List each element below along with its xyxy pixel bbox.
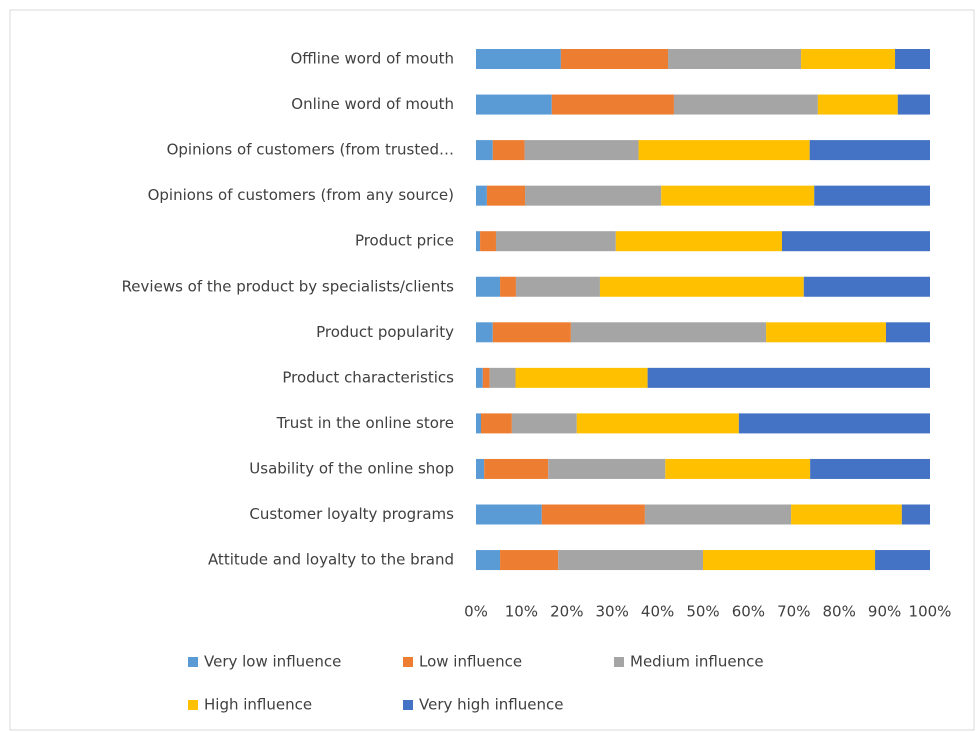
- y-tick-label: Product popularity: [316, 323, 454, 341]
- bar-segment: [901, 504, 930, 525]
- bar-segment: [791, 504, 902, 525]
- legend-label: Low influence: [419, 653, 522, 671]
- bar-segment: [480, 231, 496, 252]
- bar-segment: [817, 94, 898, 115]
- x-tick-label: 0%: [464, 603, 488, 621]
- bar-segment: [570, 322, 767, 343]
- x-tick-label: 80%: [823, 603, 856, 621]
- bar-segment: [703, 550, 876, 571]
- bar-segment: [525, 185, 662, 206]
- bar-segment: [476, 231, 481, 252]
- x-tick-label: 90%: [868, 603, 901, 621]
- bar-segment: [738, 413, 930, 434]
- bar-segment: [524, 140, 639, 161]
- bar-segment: [661, 185, 815, 206]
- legend-swatch: [614, 657, 624, 667]
- bar-segment: [500, 276, 516, 297]
- bar-segment: [801, 49, 896, 69]
- x-tick-label: 60%: [732, 603, 765, 621]
- bar-segment: [875, 550, 930, 571]
- bar-segment: [897, 94, 930, 115]
- bar-segment: [482, 367, 490, 388]
- x-tick-label: 40%: [641, 603, 674, 621]
- y-tick-label: Online word of mouth: [291, 95, 454, 113]
- bar-segment: [560, 49, 669, 69]
- bar-segment: [638, 140, 810, 161]
- bar-segment: [673, 94, 818, 115]
- bar-segment: [476, 504, 542, 525]
- legend-label: Medium influence: [630, 653, 764, 671]
- bar-segment: [476, 185, 487, 206]
- y-tick-label: Product price: [355, 232, 454, 250]
- y-tick-label: Product characteristics: [282, 368, 454, 386]
- x-tick-label: 70%: [777, 603, 810, 621]
- bar-segment: [476, 49, 561, 69]
- legend-swatch: [188, 700, 198, 710]
- bar-segment: [480, 413, 512, 434]
- bar-segment: [576, 413, 739, 434]
- legend-label: High influence: [204, 696, 312, 714]
- bar-segment: [665, 458, 811, 479]
- bar-segment: [489, 367, 516, 388]
- bar-segment: [668, 49, 802, 69]
- bar-segment: [644, 504, 792, 525]
- bar-segment: [492, 140, 525, 161]
- bar-segment: [809, 140, 930, 161]
- bar-segment: [599, 276, 804, 297]
- y-tick-label: Opinions of customers (from trusted…: [167, 141, 454, 159]
- legend-swatch: [403, 657, 413, 667]
- bar-segment: [515, 276, 600, 297]
- bar-segment: [615, 231, 782, 252]
- bar-segment: [476, 550, 501, 571]
- bar-segment: [476, 367, 483, 388]
- bar-segment: [486, 185, 526, 206]
- y-tick-label: Customer loyalty programs: [249, 505, 454, 523]
- bar-segment: [781, 231, 930, 252]
- bar-segment: [484, 458, 549, 479]
- x-tick-label: 30%: [596, 603, 629, 621]
- legend-swatch: [403, 700, 413, 710]
- bar-segment: [810, 458, 930, 479]
- y-tick-label: Trust in the online store: [276, 414, 454, 432]
- bar-segment: [511, 413, 577, 434]
- x-tick-label: 50%: [686, 603, 719, 621]
- y-tick-label: Offline word of mouth: [290, 50, 454, 68]
- bar-segment: [814, 185, 930, 206]
- y-tick-label: Reviews of the product by specialists/cl…: [122, 277, 455, 295]
- x-tick-label: 10%: [505, 603, 538, 621]
- x-tick-label: 100%: [909, 603, 952, 621]
- bar-segment: [541, 504, 645, 525]
- bar-segment: [548, 458, 666, 479]
- bar-segment: [647, 367, 930, 388]
- legend-label: Very low influence: [204, 653, 341, 671]
- bar-segment: [885, 322, 930, 343]
- bar-segment: [476, 413, 481, 434]
- bar-segment: [803, 276, 930, 297]
- y-tick-label: Attitude and loyalty to the brand: [208, 551, 454, 569]
- y-tick-label: Opinions of customers (from any source): [148, 186, 454, 204]
- bar-segment: [500, 550, 559, 571]
- bar-segment: [558, 550, 703, 571]
- bar-segment: [476, 276, 501, 297]
- bar-segment: [495, 231, 616, 252]
- bar-segment: [476, 140, 493, 161]
- bar-segment: [476, 458, 485, 479]
- bar-segment: [476, 322, 493, 343]
- x-tick-label: 20%: [550, 603, 583, 621]
- bar-segment: [895, 49, 930, 69]
- legend-swatch: [188, 657, 198, 667]
- bar-segment: [515, 367, 648, 388]
- bar-segment: [766, 322, 886, 343]
- y-tick-label: Usability of the online shop: [249, 459, 454, 477]
- bar-segment: [551, 94, 674, 115]
- bar-segment: [476, 94, 552, 115]
- bar-segment: [492, 322, 571, 343]
- legend-label: Very high influence: [419, 696, 563, 714]
